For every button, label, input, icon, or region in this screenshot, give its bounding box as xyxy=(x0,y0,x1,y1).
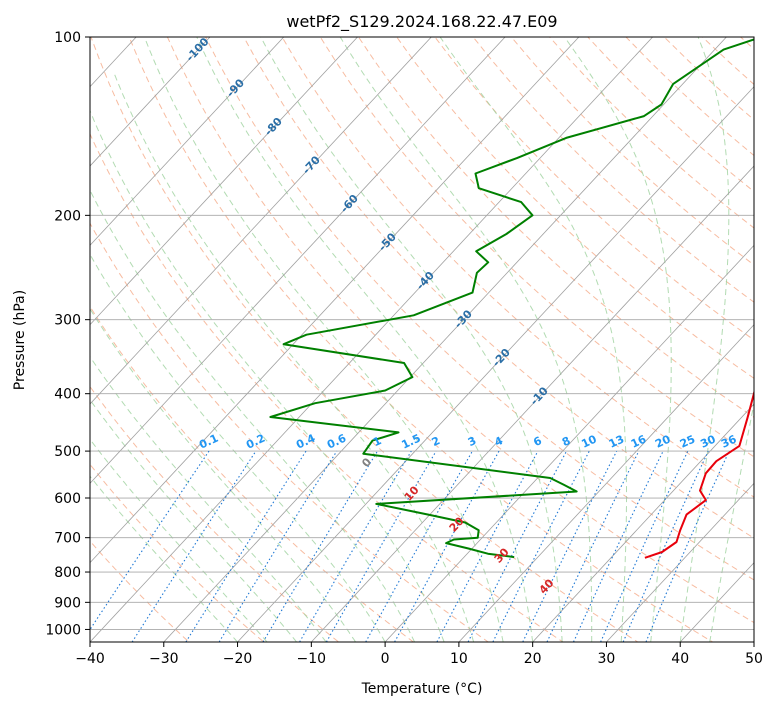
isotherm-line xyxy=(90,37,211,167)
y-tick-label: 500 xyxy=(54,444,81,460)
isotherm-line xyxy=(532,403,754,642)
mixing-ratio-label: 36 xyxy=(719,432,739,450)
dewpoint-profile-line xyxy=(269,38,754,559)
mixing-ratio-line xyxy=(436,450,539,642)
y-tick-label: 100 xyxy=(54,30,81,46)
isotherm-line xyxy=(90,37,358,326)
isotherm-line xyxy=(0,37,62,642)
mixing-ratio-label: 25 xyxy=(678,433,697,451)
moist-adiabat-line xyxy=(679,37,730,642)
mixing-ratio-line xyxy=(185,450,307,642)
mixing-ratio-line xyxy=(218,450,338,642)
moist-adiabat-line xyxy=(439,37,627,642)
x-tick-label: −40 xyxy=(75,651,105,667)
isotherm-line xyxy=(163,37,727,642)
x-tick-label: −10 xyxy=(297,651,327,667)
mixing-ratio-line xyxy=(522,450,618,642)
x-tick-label: −20 xyxy=(223,651,253,667)
isotherm-line xyxy=(90,37,432,405)
x-tick-label: 50 xyxy=(745,651,763,667)
isotherm-line xyxy=(311,165,754,642)
isotherm-line xyxy=(90,37,653,642)
moist-adiabat-line xyxy=(339,37,593,642)
y-tick-label: 300 xyxy=(54,313,81,329)
isotherm-line xyxy=(753,641,754,642)
moist-adiabat-line xyxy=(90,355,327,642)
mixing-ratio-label: 30 xyxy=(698,432,718,450)
x-tick-label: 40 xyxy=(671,651,689,667)
moist-adiabat-line xyxy=(113,72,475,642)
dry-adiabat-line xyxy=(90,540,190,642)
dry-adiabat-line xyxy=(434,37,754,341)
y-tick-label: 700 xyxy=(54,531,81,547)
isotherm-line xyxy=(458,324,754,642)
y-tick-label: 200 xyxy=(54,208,81,224)
x-tick-label: 20 xyxy=(524,651,542,667)
chart-title: wetPf2_S129.2024.168.22.47.E09 xyxy=(286,12,557,32)
mixing-ratio-line xyxy=(394,450,500,642)
isotherm-line xyxy=(90,37,506,484)
x-axis-label: Temperature (°C) xyxy=(361,681,483,697)
x-tick-label: −30 xyxy=(149,651,179,667)
mixing-ratio-line xyxy=(622,450,709,642)
dry-adiabat-line xyxy=(472,37,754,303)
mixing-ratio-label: 20 xyxy=(653,432,673,450)
y-tick-label: 800 xyxy=(54,565,81,581)
plot-frame xyxy=(89,36,755,643)
mixing-ratio-label: 10 xyxy=(579,432,599,450)
y-tick-label: 900 xyxy=(54,595,81,611)
moist-adiabat-line xyxy=(564,37,672,642)
plot-background xyxy=(90,37,754,642)
x-tick-label: 10 xyxy=(450,651,468,667)
mixing-ratio-label: 13 xyxy=(607,433,626,451)
y-tick-label: 600 xyxy=(54,491,81,507)
moist-adiabat-line xyxy=(90,109,445,642)
temperature-profile-line xyxy=(644,389,754,559)
mixing-ratio-line xyxy=(365,450,473,642)
mixing-ratio-label: 16 xyxy=(629,432,649,450)
mixing-ratio-line xyxy=(492,450,590,642)
isotherm-line xyxy=(90,37,580,564)
mixing-ratio-line xyxy=(90,450,210,631)
moist-adiabat-line xyxy=(90,398,297,642)
y-tick-label: 1000 xyxy=(45,622,81,638)
moist-adiabat-line xyxy=(90,475,238,642)
dry-adiabat-line xyxy=(281,37,754,498)
y-axis-label: Pressure (hPa) xyxy=(12,290,28,390)
x-tick-label: 0 xyxy=(381,651,390,667)
isotherm-line xyxy=(237,86,754,642)
dry-adiabat-line xyxy=(319,37,754,458)
y-tick-label: 400 xyxy=(54,387,81,403)
moist-adiabat-line xyxy=(143,37,504,642)
moist-adiabat-line xyxy=(709,400,754,642)
isotherm-line xyxy=(384,244,754,642)
moist-adiabat-line xyxy=(90,189,416,642)
isotherm-line xyxy=(606,482,754,642)
mixing-ratio-line xyxy=(131,450,257,642)
mixing-ratio-line xyxy=(645,450,730,642)
moist-adiabat-line xyxy=(260,37,563,642)
moist-adiabat-line xyxy=(90,308,357,642)
isotherm-line xyxy=(90,37,285,246)
moist-adiabat-line xyxy=(196,37,534,642)
x-tick-label: 30 xyxy=(598,651,616,667)
